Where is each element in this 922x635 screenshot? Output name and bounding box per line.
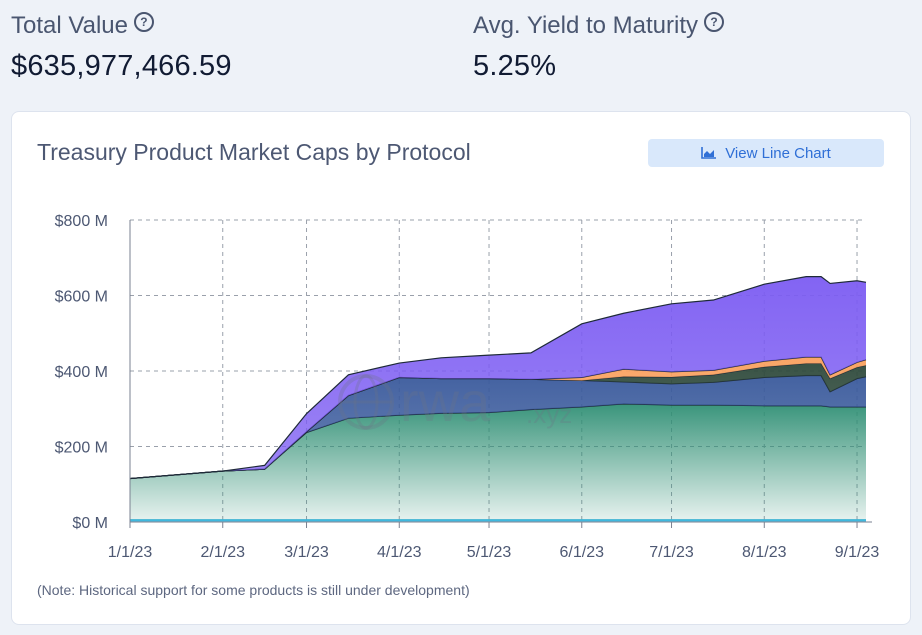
avg-yield-label: Avg. Yield to Maturity [473, 12, 698, 39]
rwa-watermark: rwa .xyz [338, 370, 572, 433]
y-tick-label: $200 M [55, 440, 108, 457]
series-area [130, 375, 866, 479]
line-chart-icon [701, 147, 717, 159]
view-line-chart-label: View Line Chart [725, 144, 831, 162]
axes: $0 M $200 M $400 M $600 M $800 M 1/1/23 2/1/23… [55, 213, 880, 561]
view-line-chart-button[interactable]: View Line Chart [648, 139, 884, 167]
x-tick-label: 2/1/23 [201, 544, 246, 561]
total-value-label: Total Value [11, 12, 128, 39]
question-circle-icon[interactable]: ? [704, 12, 724, 32]
series-line [129, 276, 867, 480]
x-tick-label: 8/1/23 [742, 544, 787, 561]
x-tick-label: 9/1/23 [835, 544, 880, 561]
y-tick-label: $400 M [55, 364, 108, 381]
x-tick-label: 5/1/23 [467, 544, 512, 561]
x-tick-label: 6/1/23 [560, 544, 605, 561]
y-tick-label: $600 M [55, 289, 108, 306]
y-tick-label: $800 M [55, 213, 108, 230]
watermark-main: rwa [400, 370, 491, 433]
x-tick-label: 4/1/23 [377, 544, 422, 561]
chart-title: Treasury Product Market Caps by Protocol [37, 139, 471, 165]
total-value-stat: Total Value ? $635,977,466.59 [11, 12, 232, 83]
avg-yield-label-row: Avg. Yield to Maturity ? [473, 12, 724, 40]
series-area [130, 276, 866, 479]
avg-yield-value: 5.25% [473, 50, 557, 82]
avg-yield-stat: Avg. Yield to Maturity ? 5.25% [473, 12, 724, 83]
watermark-suffix: .xyz [526, 399, 572, 429]
stacked-areas [129, 276, 867, 522]
development-note: (Note: Historical support for some produ… [37, 582, 470, 598]
y-tick-label: $0 M [72, 515, 108, 532]
x-tick-label: 3/1/23 [284, 544, 329, 561]
x-tick-label: 1/1/23 [108, 544, 153, 561]
question-circle-icon[interactable]: ? [133, 12, 154, 32]
x-tick-label: 7/1/23 [649, 544, 694, 561]
series-area [130, 403, 866, 521]
total-value-label-row: Total Value ? [11, 12, 232, 40]
series-area [130, 363, 866, 479]
total-value-amount: $635,977,466.59 [11, 50, 232, 82]
